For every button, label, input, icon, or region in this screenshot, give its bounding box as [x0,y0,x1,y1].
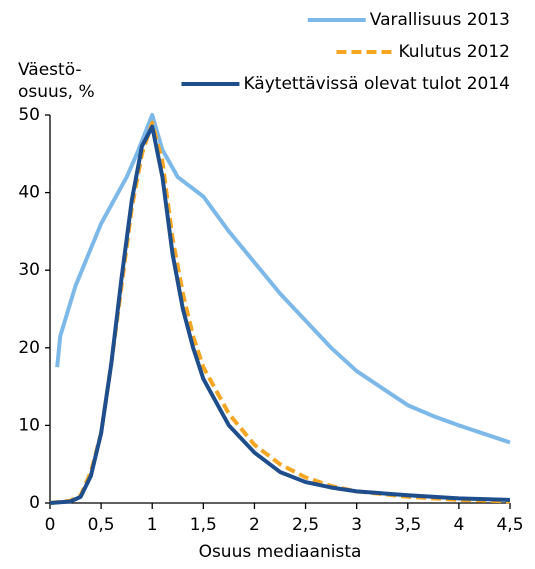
x-tick-label: 1 [147,515,158,535]
legend-label: Kulutus 2012 [398,42,510,62]
x-tick-label: 4,5 [496,515,523,535]
series-line [49,124,511,505]
legend-label: Käytettävissä olevat tulot 2014 [243,74,510,94]
x-axis-label: Osuus mediaanista [199,542,362,562]
y-tick-label: 30 [18,260,40,280]
x-tick-label: 2,5 [292,515,319,535]
y-tick-label: 50 [18,105,40,125]
series-line [55,113,511,445]
x-tick-label: 0,5 [88,515,115,535]
x-tick-label: 1,5 [190,515,217,535]
y-tick-label: 40 [18,183,40,203]
legend-label: Varallisuus 2013 [370,10,510,30]
x-tick-label: 2 [249,515,260,535]
y-axis-label: osuus, % [18,82,95,102]
y-tick-label: 0 [29,493,40,513]
x-tick-label: 0 [45,515,56,535]
y-axis-label: Väestö- [18,60,82,80]
y-tick-label: 10 [18,415,40,435]
y-tick-label: 20 [18,338,40,358]
x-tick-label: 3 [351,515,362,535]
x-tick-label: 3,5 [394,515,421,535]
x-tick-label: 4 [453,515,464,535]
